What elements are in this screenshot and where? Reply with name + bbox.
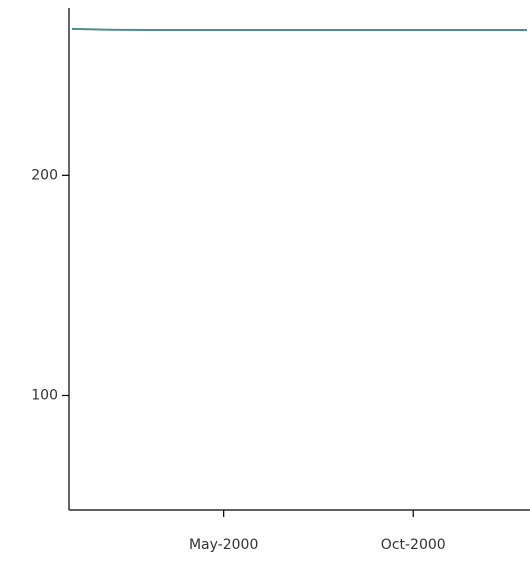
y-tick-label: 100	[31, 388, 58, 404]
line	[71, 27, 527, 32]
y-tick-label: 200	[31, 167, 58, 183]
x-tick-label: May-2000	[189, 537, 258, 553]
x-tick-label: Oct-2000	[381, 537, 446, 553]
